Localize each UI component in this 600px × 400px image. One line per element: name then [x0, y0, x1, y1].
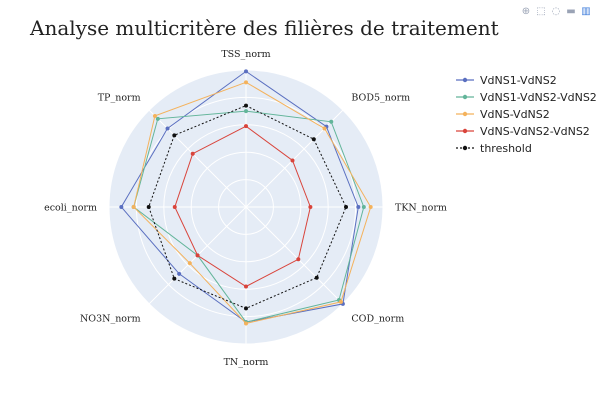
series-point[interactable]	[172, 205, 177, 209]
series-2	[131, 80, 373, 326]
legend-marker	[462, 111, 468, 117]
axis-label: TKN_norm	[395, 203, 447, 214]
axis-label: ecoli_norm	[44, 203, 97, 214]
series-point[interactable]	[338, 299, 343, 304]
legend-item[interactable]: VdNS1-VdNS2-VdNS2	[456, 91, 597, 104]
modebar: ⊕ ⬚ ◌ ▬ ▥	[520, 6, 592, 18]
series-point[interactable]	[356, 205, 361, 209]
series-point[interactable]	[244, 103, 248, 108]
legend-item[interactable]: VdNS-VdNS2-VdNS2	[456, 125, 590, 138]
axis-label: TN_norm	[224, 357, 269, 368]
axis-label: BOD5_norm	[351, 93, 410, 104]
axis-labels: TSS_norm BOD5_norm TKN_norm COD_norm TN_norm…	[44, 49, 447, 368]
legend-marker	[462, 128, 468, 134]
series-point[interactable]	[311, 137, 316, 142]
series-point[interactable]	[195, 253, 200, 258]
series-point[interactable]	[119, 205, 124, 209]
lasso-icon[interactable]: ◌	[551, 6, 561, 17]
plotly-logo-icon[interactable]: ▥	[581, 6, 591, 17]
legend-item[interactable]: VdNS-VdNS2	[456, 108, 550, 121]
series-point[interactable]	[368, 205, 373, 209]
zoom-icon[interactable]: ⊕	[521, 6, 531, 17]
axis-label: TSS_norm	[221, 49, 270, 60]
legend-marker	[462, 145, 468, 151]
series-point[interactable]	[290, 158, 295, 163]
series-point[interactable]	[361, 205, 366, 209]
series-point[interactable]	[244, 321, 248, 326]
series-point[interactable]	[172, 276, 177, 281]
chart-title: Analyse multicritère des filières de tra…	[30, 16, 499, 40]
legend-label: VdNS-VdNS2-VdNS2	[480, 125, 590, 138]
legend-label: VdNS1-VdNS2	[480, 74, 557, 87]
legend: VdNS1-VdNS2 VdNS1-VdNS2-VdNS2 VdNS-VdNS2 Vd…	[456, 74, 597, 155]
series-point[interactable]	[172, 133, 177, 138]
series-4	[146, 103, 349, 311]
series-point[interactable]	[177, 271, 182, 276]
series-point[interactable]	[322, 126, 327, 131]
legend-item[interactable]: threshold	[456, 142, 532, 155]
series-point[interactable]	[344, 205, 349, 209]
axis-label: TP_norm	[98, 93, 141, 104]
series-point[interactable]	[244, 284, 248, 289]
series-point[interactable]	[190, 151, 195, 156]
series-point[interactable]	[244, 124, 248, 129]
legend-item[interactable]: VdNS1-VdNS2	[456, 74, 557, 87]
series-point[interactable]	[329, 119, 334, 124]
grid-spoke	[245, 206, 344, 305]
axis-label: NO3N_norm	[80, 313, 141, 324]
series-point[interactable]	[244, 306, 248, 311]
legend-label: VdNS1-VdNS2-VdNS2	[480, 91, 597, 104]
series-point[interactable]	[244, 69, 248, 74]
series-point[interactable]	[244, 109, 248, 114]
pan-icon[interactable]: ▬	[566, 6, 576, 17]
series-point[interactable]	[165, 126, 170, 131]
legend-label: VdNS-VdNS2	[480, 108, 550, 121]
series-point[interactable]	[244, 80, 248, 85]
series-point[interactable]	[296, 257, 301, 262]
legend-marker	[462, 77, 468, 83]
series-layer	[119, 69, 373, 326]
series-point[interactable]	[314, 275, 319, 280]
axis-label: COD_norm	[351, 313, 404, 324]
series-point[interactable]	[152, 113, 157, 118]
box-select-icon[interactable]: ⬚	[536, 6, 546, 17]
legend-marker	[462, 94, 468, 100]
series-point[interactable]	[187, 261, 192, 266]
series-point[interactable]	[131, 205, 136, 209]
series-point[interactable]	[146, 205, 151, 209]
grid-spoke	[148, 109, 247, 208]
series-3	[172, 124, 313, 289]
legend-label: threshold	[480, 142, 532, 155]
series-point[interactable]	[308, 205, 313, 209]
series-point[interactable]	[155, 116, 160, 121]
